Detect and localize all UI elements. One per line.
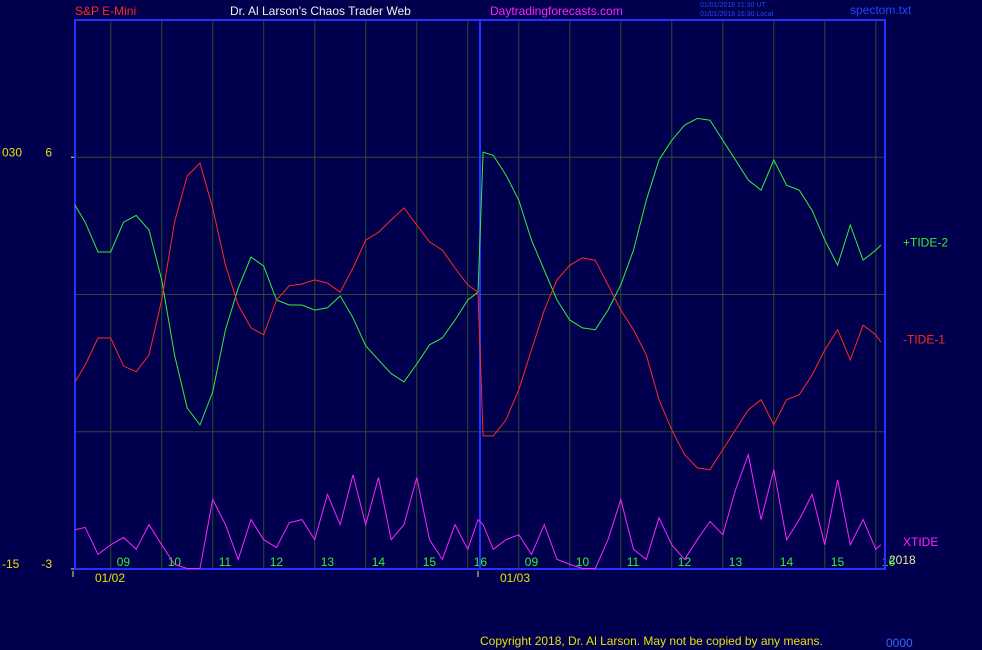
y-tick-label: 6 <box>45 145 52 159</box>
copyright: Copyright 2018, Dr. Al Larson. May not b… <box>480 634 823 648</box>
x-tick-label: 09 <box>525 555 539 569</box>
date-label: 01/03 <box>500 571 530 585</box>
y2-tick-label: -15 <box>2 557 20 571</box>
time-ut: 01/01/2018 21:30 UT <box>700 2 766 9</box>
date-label: 01/02 <box>95 571 125 585</box>
y-tick-label: -3 <box>41 557 52 571</box>
code: 0000 <box>886 636 913 650</box>
plot-border <box>74 19 886 570</box>
file-name: spectom.txt <box>850 3 912 17</box>
x-tick-label: 12 <box>678 555 692 569</box>
series-label: +TIDE-2 <box>903 235 948 249</box>
x-tick-label: 12 <box>270 555 284 569</box>
x-tick-label: 16 <box>882 555 896 569</box>
time-local: 01/01/2018 16:30 Local <box>700 11 774 18</box>
x-tick-label: 15 <box>831 555 845 569</box>
x-tick-label: 11 <box>219 555 232 569</box>
x-tick-label: 15 <box>423 555 437 569</box>
site: Daytradingforecasts.com <box>490 4 623 18</box>
y2-tick-label: 030 <box>2 145 22 159</box>
x-tick-label: 14 <box>372 555 386 569</box>
x-tick-label: 14 <box>780 555 794 569</box>
x-tick-label: 10 <box>576 555 590 569</box>
year-label: 2018 <box>889 553 916 567</box>
series-label: -TIDE-1 <box>903 332 945 346</box>
symbol: S&P E-Mini <box>75 4 136 18</box>
series-line <box>74 452 882 569</box>
series-line <box>74 117 882 426</box>
series-line <box>74 162 882 471</box>
x-tick-label: 09 <box>117 555 131 569</box>
x-tick-label: 13 <box>729 555 743 569</box>
x-tick-label: 13 <box>321 555 335 569</box>
series-label: XTIDE <box>903 535 938 549</box>
chart-title: Dr. Al Larson's Chaos Trader Web <box>230 4 411 18</box>
x-tick-label: 11 <box>627 555 640 569</box>
